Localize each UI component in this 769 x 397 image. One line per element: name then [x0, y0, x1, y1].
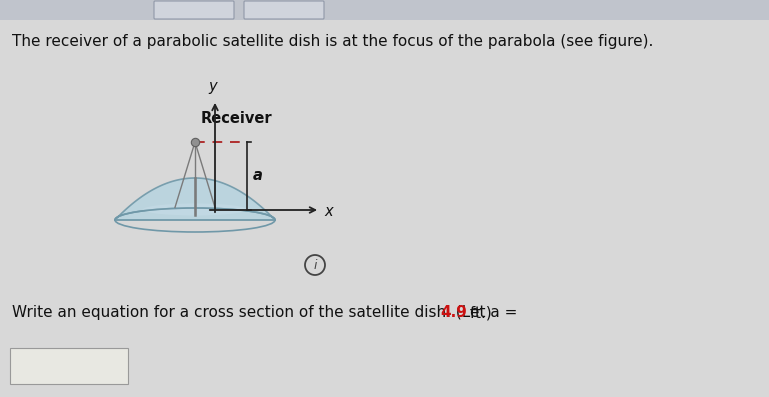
- Ellipse shape: [143, 204, 247, 216]
- Text: i: i: [313, 259, 317, 272]
- Bar: [10, 348, 128, 384]
- FancyBboxPatch shape: [154, 1, 234, 19]
- Polygon shape: [115, 178, 275, 220]
- FancyBboxPatch shape: [244, 1, 324, 19]
- Text: Receiver: Receiver: [201, 111, 273, 126]
- Text: a: a: [253, 168, 263, 183]
- Text: x: x: [324, 204, 333, 220]
- Text: 4.9: 4.9: [440, 305, 467, 320]
- Text: Write an equation for a cross section of the satellite dish. (Let a =: Write an equation for a cross section of…: [12, 305, 522, 320]
- Bar: [0, 0, 769, 20]
- Text: ft.): ft.): [465, 305, 491, 320]
- Text: y: y: [208, 79, 218, 94]
- Text: The receiver of a parabolic satellite dish is at the focus of the parabola (see : The receiver of a parabolic satellite di…: [12, 34, 654, 49]
